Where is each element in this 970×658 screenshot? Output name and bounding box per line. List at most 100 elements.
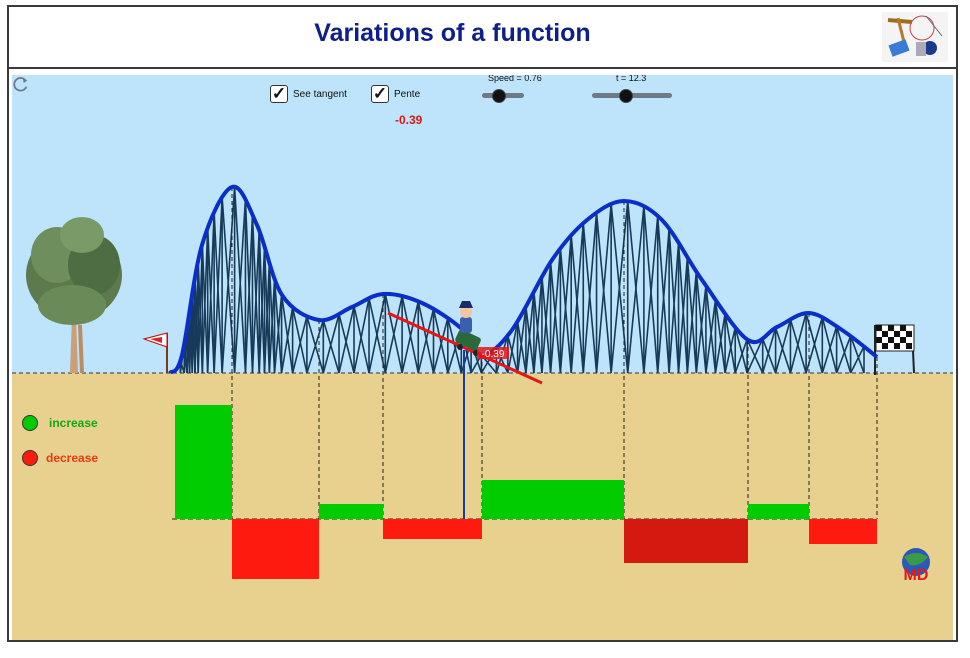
support-brace <box>849 346 865 374</box>
pente-checkbox[interactable]: ✓ Pente <box>371 85 420 103</box>
decrease-bar-2 <box>383 519 482 539</box>
support-brace <box>525 291 535 374</box>
support-brace <box>570 235 585 374</box>
increase-bar-2 <box>319 504 383 519</box>
support-brace <box>273 278 283 374</box>
speed-slider[interactable] <box>482 89 524 103</box>
t-slider[interactable] <box>592 89 672 103</box>
support-brace <box>789 312 807 374</box>
see-tangent-checkbox[interactable]: ✓ See tangent <box>270 85 347 103</box>
support-brace <box>306 316 325 374</box>
support-brace <box>734 339 748 374</box>
slope-value: -0.39 <box>395 113 423 127</box>
support-brace <box>686 257 698 374</box>
support-brace <box>656 215 670 374</box>
support-brace <box>213 212 223 374</box>
increase-bar-3 <box>482 480 624 519</box>
support-brace <box>516 306 527 374</box>
support-brace <box>643 206 659 374</box>
support-brace <box>821 326 838 374</box>
support-brace <box>353 297 370 374</box>
increase-bar-4 <box>748 504 809 519</box>
support-brace <box>821 317 838 374</box>
page-title: Variations of a function <box>314 19 591 47</box>
support-brace <box>291 307 308 374</box>
support-brace <box>244 199 254 374</box>
support-brace <box>610 203 629 374</box>
decrease-bar-1 <box>232 519 319 579</box>
support-brace <box>734 327 748 374</box>
support-brace <box>322 319 340 374</box>
support-brace <box>849 335 865 374</box>
tangent-line <box>387 311 543 385</box>
support-brace <box>401 295 420 374</box>
tree-icon <box>26 217 122 373</box>
globe-logo-icon: MD <box>902 548 930 584</box>
legend-decrease: decrease <box>22 450 98 466</box>
support-brace <box>789 319 807 374</box>
support-brace <box>280 294 294 374</box>
support-brace <box>338 305 355 374</box>
support-brace <box>774 327 792 374</box>
support-brace <box>291 316 308 374</box>
support-brace <box>268 262 276 374</box>
support-brace <box>724 327 737 374</box>
support-brace <box>559 248 572 374</box>
support-brace <box>525 306 535 374</box>
speed-label: Speed = 0.76 <box>488 75 542 83</box>
support-brace <box>432 308 449 374</box>
decrease-dot-icon <box>22 450 38 466</box>
support-brace <box>233 186 247 374</box>
support-brace <box>533 291 543 374</box>
support-brace <box>258 230 266 374</box>
coaster-supports <box>179 186 865 374</box>
support-brace <box>280 307 294 374</box>
support-brace <box>263 246 271 374</box>
support-brace <box>746 339 764 374</box>
support-brace <box>626 201 645 374</box>
increase-bar-1 <box>175 405 232 519</box>
support-brace <box>251 214 261 374</box>
support-brace <box>705 285 717 374</box>
legend-increase-label: increase <box>49 416 98 430</box>
support-brace <box>384 293 403 374</box>
simulation-stage[interactable]: -0.39 MD ✓ See tangent ✓ Pente -0.39 Spe… <box>12 75 953 640</box>
support-brace <box>714 313 726 374</box>
support-brace <box>677 242 689 374</box>
support-brace <box>516 321 527 374</box>
support-brace <box>338 313 355 374</box>
speed-slider-knob[interactable] <box>492 89 506 103</box>
reset-icon[interactable] <box>12 75 30 93</box>
support-brace <box>507 335 519 374</box>
support-brace <box>353 305 370 374</box>
support-brace <box>582 223 598 374</box>
support-brace <box>595 212 612 374</box>
decrease-bar-3 <box>624 519 748 563</box>
app-frame: Variations of a function <box>7 5 958 642</box>
support-brace <box>695 271 707 374</box>
support-brace <box>417 301 435 374</box>
header: Variations of a function <box>9 7 956 69</box>
support-brace <box>761 338 777 374</box>
support-brace <box>541 276 552 374</box>
support-brace <box>194 277 199 374</box>
support-brace <box>447 317 463 374</box>
sky <box>12 75 953 373</box>
support-brace <box>201 243 209 374</box>
support-brace <box>774 319 792 374</box>
pente-check-icon[interactable]: ✓ <box>371 84 389 103</box>
legend-increase: increase <box>22 415 98 431</box>
t-label: t = 12.3 <box>616 75 647 83</box>
support-brace <box>714 299 726 374</box>
see-tangent-check-icon[interactable]: ✓ <box>270 84 288 103</box>
variation-bars <box>175 405 877 579</box>
support-brace <box>206 227 215 374</box>
support-brace <box>507 321 519 374</box>
support-brace <box>761 327 777 374</box>
support-brace <box>835 335 852 374</box>
t-slider-knob[interactable] <box>619 89 633 103</box>
finish-flag-icon <box>874 324 915 375</box>
tangent-marker: -0.39 <box>477 347 509 360</box>
see-tangent-label: See tangent <box>293 88 347 100</box>
support-brace <box>191 293 196 374</box>
